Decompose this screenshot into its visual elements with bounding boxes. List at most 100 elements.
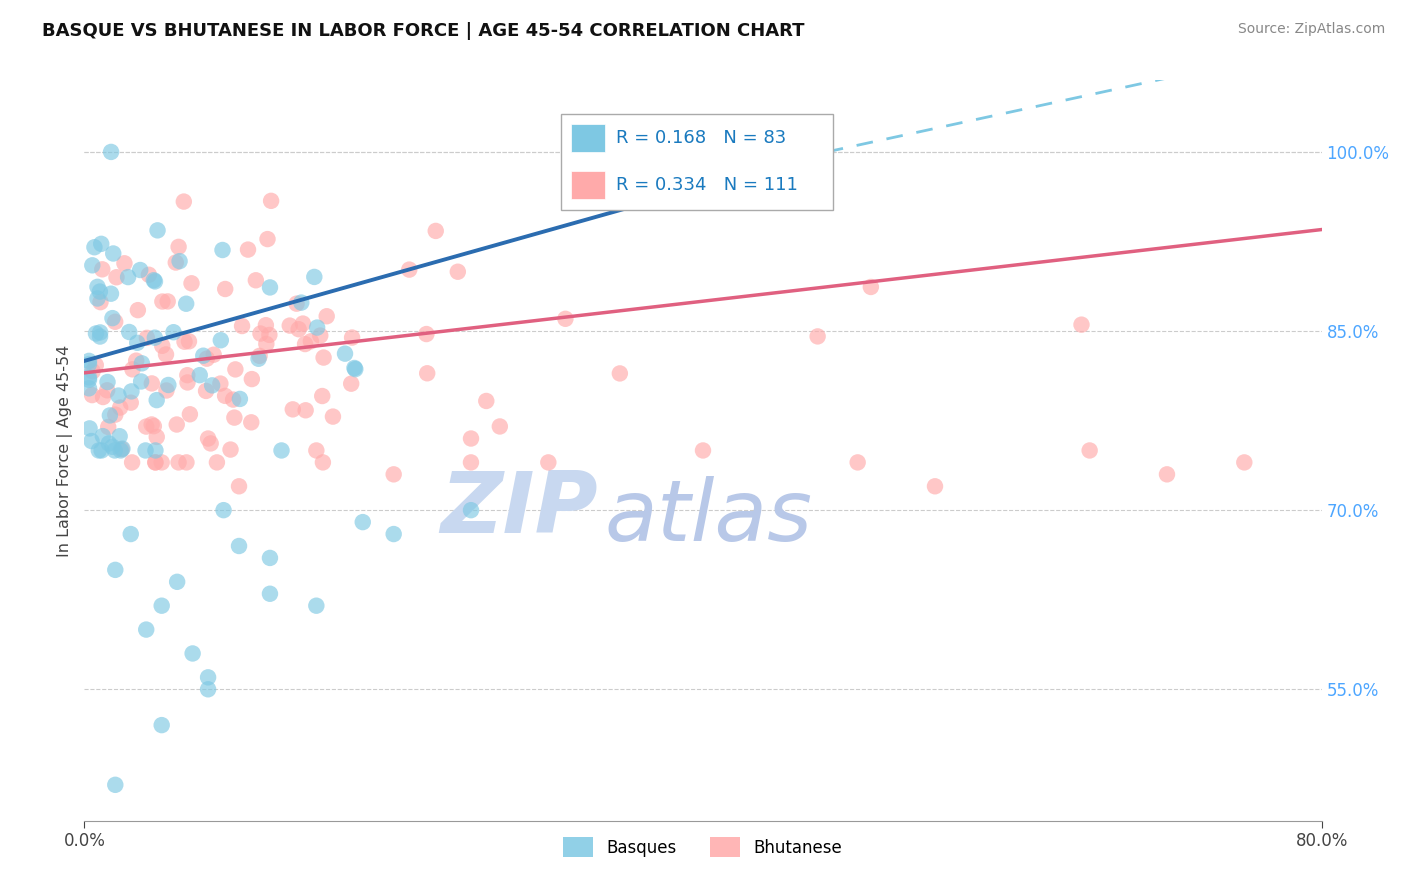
Point — [1078, 443, 1101, 458]
Point — [77, 370, 100, 384]
Point — [165, 255, 187, 269]
Point — [807, 329, 830, 343]
Text: BASQUE VS BHUTANESE IN LABOR FORCE | AGE 45-54 CORRELATION CHART: BASQUE VS BHUTANESE IN LABOR FORCE | AGE… — [42, 22, 804, 40]
Point — [245, 273, 267, 287]
Point — [167, 455, 190, 469]
FancyBboxPatch shape — [571, 170, 605, 199]
Point — [135, 419, 157, 434]
Y-axis label: In Labor Force | Age 45-54: In Labor Force | Age 45-54 — [58, 344, 73, 557]
Point — [125, 353, 148, 368]
Point — [290, 295, 312, 310]
Point — [145, 455, 167, 469]
Point — [145, 430, 167, 444]
Point — [135, 331, 157, 345]
Point — [315, 310, 337, 324]
Point — [259, 587, 281, 601]
Point — [322, 409, 344, 424]
Point — [416, 366, 439, 380]
Point — [197, 432, 219, 446]
Point — [229, 392, 252, 406]
Point — [291, 317, 314, 331]
Point — [104, 315, 127, 329]
Point — [143, 274, 166, 288]
Point — [77, 357, 100, 371]
Point — [105, 270, 128, 285]
Point — [142, 273, 165, 287]
Point — [254, 337, 277, 351]
Point — [177, 334, 200, 349]
Point — [118, 325, 141, 339]
Point — [117, 270, 139, 285]
Point — [77, 381, 100, 395]
Text: R = 0.168   N = 83: R = 0.168 N = 83 — [616, 129, 786, 147]
Point — [254, 318, 277, 333]
Point — [79, 421, 101, 435]
Point — [104, 778, 127, 792]
Point — [382, 467, 405, 482]
Point — [103, 246, 125, 260]
Point — [89, 295, 111, 310]
Point — [447, 265, 470, 279]
Point — [305, 443, 328, 458]
Point — [554, 311, 576, 326]
Point — [209, 333, 232, 347]
Point — [240, 372, 263, 386]
Point — [167, 240, 190, 254]
Point — [256, 232, 278, 246]
Point — [91, 262, 114, 277]
Point — [157, 378, 180, 392]
Point — [135, 623, 157, 637]
Point — [176, 455, 198, 469]
Point — [86, 292, 108, 306]
Text: ZIP: ZIP — [440, 468, 598, 551]
Text: atlas: atlas — [605, 475, 813, 558]
Point — [924, 479, 946, 493]
Point — [86, 280, 108, 294]
Point — [80, 434, 103, 448]
Point — [98, 409, 121, 423]
Point — [97, 420, 120, 434]
Point — [120, 395, 142, 409]
Point — [141, 417, 163, 432]
Point — [135, 443, 157, 458]
Point — [224, 410, 246, 425]
Point — [259, 550, 281, 565]
Point — [173, 194, 195, 209]
Text: R = 0.334   N = 111: R = 0.334 N = 111 — [616, 176, 799, 194]
Point — [333, 346, 356, 360]
Point — [305, 599, 328, 613]
Point — [231, 319, 253, 334]
Point — [299, 334, 322, 349]
Point — [127, 335, 149, 350]
Point — [181, 647, 204, 661]
Point — [91, 390, 114, 404]
Point — [259, 280, 281, 294]
Point — [460, 503, 482, 517]
Point — [179, 407, 201, 421]
Point — [488, 419, 510, 434]
Point — [141, 376, 163, 391]
Point — [188, 368, 211, 383]
Point — [166, 574, 188, 589]
Point — [101, 311, 124, 326]
Point — [344, 362, 367, 376]
Point — [692, 443, 714, 458]
Point — [166, 417, 188, 432]
Point — [212, 503, 235, 517]
FancyBboxPatch shape — [571, 124, 605, 153]
Point — [312, 455, 335, 469]
Point — [77, 373, 100, 387]
FancyBboxPatch shape — [561, 113, 832, 210]
Point — [84, 326, 107, 341]
Point — [176, 376, 198, 390]
Point — [100, 145, 122, 159]
Point — [224, 362, 246, 376]
Point — [87, 443, 110, 458]
Point — [197, 670, 219, 684]
Point — [195, 384, 218, 398]
Point — [82, 364, 104, 378]
Point — [83, 240, 105, 254]
Point — [270, 443, 292, 458]
Point — [120, 384, 142, 399]
Point — [311, 389, 333, 403]
